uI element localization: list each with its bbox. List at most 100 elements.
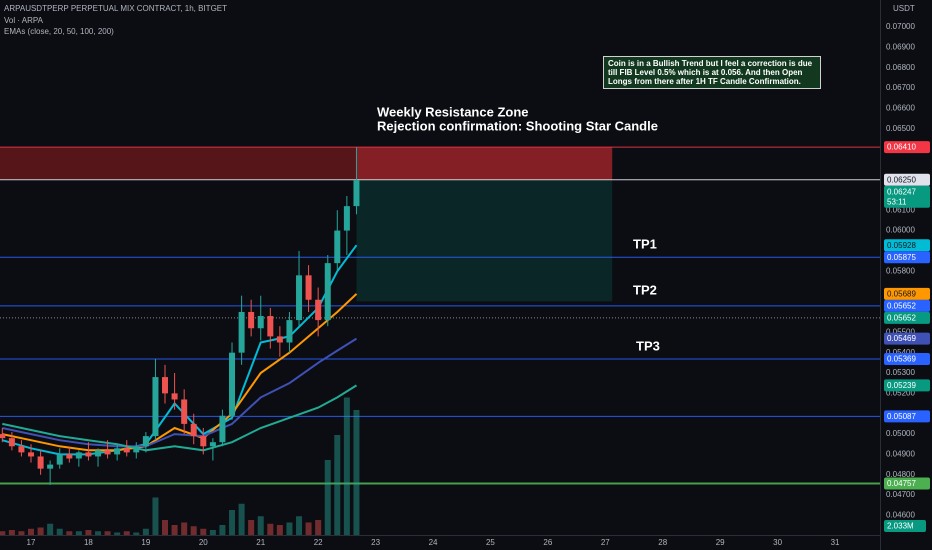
volume-bar xyxy=(171,525,178,535)
countdown: 53:11 xyxy=(887,197,907,206)
volume-bar xyxy=(334,435,341,535)
volume-bar xyxy=(66,531,73,535)
candle-body xyxy=(257,316,264,329)
target-area xyxy=(356,179,613,302)
volume-bar xyxy=(315,520,322,535)
price-badge xyxy=(884,299,930,312)
volume-bar xyxy=(85,530,92,535)
candle-body xyxy=(95,450,102,457)
volume-bar xyxy=(8,530,15,535)
chart-title: ARPAUSDTPERP PERPETUAL MIX CONTRACT, 1h,… xyxy=(4,4,227,13)
zone-title: Weekly Resistance Zone xyxy=(377,104,529,119)
price-badge xyxy=(884,332,930,345)
volume-bar xyxy=(305,522,312,535)
price-badge-label: 0.04757 xyxy=(887,479,916,488)
candle-body xyxy=(133,446,140,453)
volume-bar xyxy=(37,527,44,535)
candle-body xyxy=(152,377,159,437)
price-badge xyxy=(884,287,930,300)
candle-body xyxy=(171,393,178,400)
price-badge-label: 0.05239 xyxy=(887,381,916,390)
y-tick-label: 0.05300 xyxy=(886,368,915,377)
volume-bar xyxy=(286,522,293,535)
x-tick-label: 20 xyxy=(199,538,208,547)
volume-layer xyxy=(0,397,360,535)
price-badge-label: 0.06247 xyxy=(887,187,916,196)
volume-badge-label: 2.033M xyxy=(887,522,914,531)
volume-bar xyxy=(123,531,130,535)
axis-layer: 0.07000 0.06900 0.06800 0.06700 0.06600 0.065… xyxy=(27,22,930,547)
price-badge-label: 0.05928 xyxy=(887,241,916,250)
x-tick-label: 30 xyxy=(773,538,782,547)
candle-body xyxy=(18,446,25,453)
volume-bar xyxy=(324,460,331,535)
y-tick-label: 0.05800 xyxy=(886,266,915,275)
candle-body xyxy=(276,336,283,343)
y-tick-label: 0.04900 xyxy=(886,450,915,459)
y-tick-label: 0.06500 xyxy=(886,124,915,133)
candle-body xyxy=(56,454,63,465)
y-tick-label: 0.06800 xyxy=(886,63,915,72)
ema-line xyxy=(2,337,358,448)
price-badge-label: 0.05652 xyxy=(887,313,916,322)
candle-body xyxy=(66,454,73,459)
x-tick-label: 27 xyxy=(601,538,610,547)
candle-body xyxy=(229,352,236,416)
volume-bar xyxy=(161,520,168,535)
y-tick-label: 0.05200 xyxy=(886,388,915,397)
zone-layer xyxy=(0,147,613,302)
volume-bar xyxy=(209,530,216,535)
volume-bar xyxy=(75,531,82,535)
volume-bar xyxy=(142,528,149,535)
candle-body xyxy=(200,436,207,447)
y-tick-label: 0.05400 xyxy=(886,348,915,357)
ema-line xyxy=(2,293,358,452)
y-tick-label: 0.07000 xyxy=(886,22,915,31)
x-tick-label: 18 xyxy=(84,538,93,547)
y-tick-label: 0.04600 xyxy=(886,511,915,520)
price-badge xyxy=(884,379,930,392)
ema-line xyxy=(2,384,358,452)
volume-bar xyxy=(248,520,255,535)
price-badge xyxy=(884,311,930,324)
volume-bar xyxy=(257,516,264,535)
price-badge-label: 0.05369 xyxy=(887,355,916,364)
x-tick-label: 19 xyxy=(141,538,150,547)
candle-body xyxy=(296,275,303,321)
price-badge-label: 0.05652 xyxy=(887,301,916,310)
candle-body xyxy=(315,299,322,321)
volume-label: Vol · ARPA xyxy=(4,16,44,25)
volume-badge xyxy=(884,520,926,532)
price-badge-label: 0.05087 xyxy=(887,412,916,421)
price-badge xyxy=(884,410,930,423)
y-tick-label: 0.06900 xyxy=(886,43,915,52)
candle-body xyxy=(47,464,54,469)
volume-bar xyxy=(95,531,102,535)
level-layer xyxy=(0,146,880,485)
volume-bar xyxy=(133,532,140,535)
x-tick-label: 24 xyxy=(429,538,438,547)
volume-bar xyxy=(18,531,25,535)
candle-body xyxy=(37,456,44,469)
volume-bar xyxy=(190,526,197,535)
price-badge xyxy=(884,239,930,252)
price-badge-label: 0.05875 xyxy=(887,253,916,262)
volume-bar xyxy=(104,531,111,535)
tp-label: TP2 xyxy=(633,282,657,297)
candle-body xyxy=(267,316,274,337)
price-badge xyxy=(884,251,930,264)
x-tick-label: 23 xyxy=(371,538,380,547)
candle-body xyxy=(104,450,111,455)
volume-bar xyxy=(152,497,159,535)
volume-bar xyxy=(56,528,63,535)
zone-subtitle: Rejection confirmation: Shooting Star Ca… xyxy=(377,118,658,133)
candle-body xyxy=(28,452,35,457)
candle-body xyxy=(334,230,341,264)
y-tick-label: 0.06700 xyxy=(886,83,915,92)
candle-body xyxy=(85,452,92,457)
volume-bar xyxy=(181,522,188,535)
candle-body xyxy=(286,320,293,343)
volume-bar xyxy=(0,531,6,535)
